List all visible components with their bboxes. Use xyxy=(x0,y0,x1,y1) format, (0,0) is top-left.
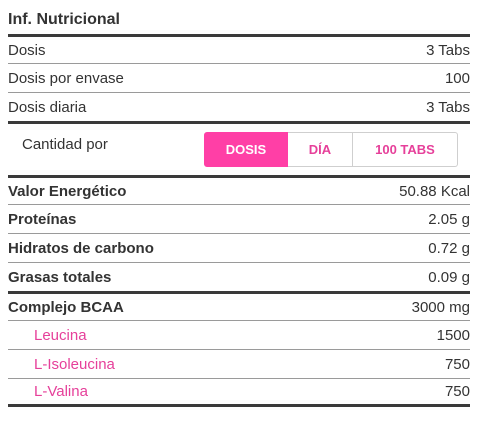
protein-row: Proteínas 2.05 g xyxy=(8,204,470,233)
panel-title: Inf. Nutricional xyxy=(8,11,120,28)
daily-dose-value: 3 Tabs xyxy=(426,98,470,116)
energy-value: 50.88 Kcal xyxy=(399,182,470,200)
bcaa-label: Complejo BCAA xyxy=(8,298,124,316)
nutrition-panel: Inf. Nutricional Dosis 3 Tabs Dosis por … xyxy=(8,6,470,407)
isoleucine-row: L-Isoleucina 750 xyxy=(8,349,470,378)
serving-label: Dosis xyxy=(8,41,46,59)
servings-per-container-value: 100 xyxy=(444,69,470,87)
serving-row: Dosis 3 Tabs xyxy=(8,34,470,63)
fat-value: 0.09 g xyxy=(428,268,470,286)
leucine-label: Leucina xyxy=(34,326,87,344)
isoleucine-value: 750 xyxy=(444,355,470,373)
amount-selector: Cantidad por DOSIS DÍA 100 TABS xyxy=(8,121,470,175)
bcaa-row: Complejo BCAA 3000 mg xyxy=(8,291,470,320)
energy-label: Valor Energético xyxy=(8,182,127,200)
energy-row: Valor Energético 50.88 Kcal xyxy=(8,175,470,204)
servings-per-container-label: Dosis por envase xyxy=(8,69,124,87)
valine-value: 750 xyxy=(444,383,470,400)
leucine-value: 1500 xyxy=(436,326,470,344)
isoleucine-label: L-Isoleucina xyxy=(34,355,115,373)
per-dose-button[interactable]: DOSIS xyxy=(204,132,288,167)
bcaa-value: 3000 mg xyxy=(411,298,470,316)
protein-value: 2.05 g xyxy=(428,210,470,228)
valine-row: L-Valina 750 xyxy=(8,378,470,407)
fat-label: Grasas totales xyxy=(8,268,112,286)
per-day-button[interactable]: DÍA xyxy=(288,132,353,167)
protein-label: Proteínas xyxy=(8,210,77,228)
fat-row: Grasas totales 0.09 g xyxy=(8,262,470,291)
daily-dose-label: Dosis diaria xyxy=(8,98,87,116)
valine-label: L-Valina xyxy=(34,383,88,400)
amount-selector-label: Cantidad por xyxy=(22,136,108,153)
amount-toggle-group: DOSIS DÍA 100 TABS xyxy=(204,132,458,167)
leucine-row: Leucina 1500 xyxy=(8,320,470,349)
servings-per-container-row: Dosis por envase 100 xyxy=(8,63,470,92)
per-100-tabs-button[interactable]: 100 TABS xyxy=(353,132,458,167)
daily-dose-row: Dosis diaria 3 Tabs xyxy=(8,92,470,121)
carbs-row: Hidratos de carbono 0.72 g xyxy=(8,233,470,262)
serving-value: 3 Tabs xyxy=(426,41,470,59)
carbs-value: 0.72 g xyxy=(428,239,470,257)
carbs-label: Hidratos de carbono xyxy=(8,239,154,257)
